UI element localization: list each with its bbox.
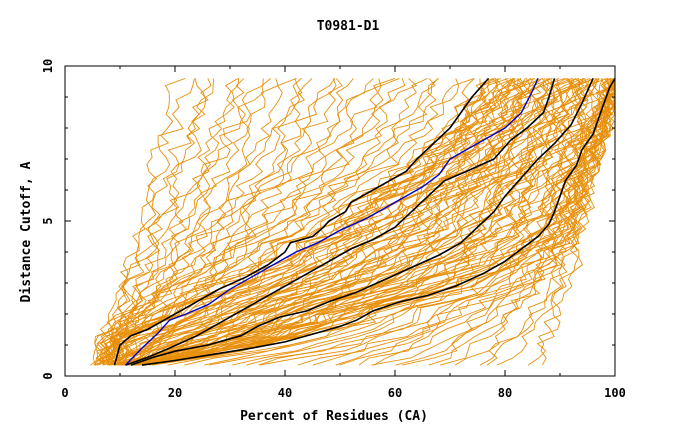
background-model-line — [109, 78, 374, 366]
background-model-line — [94, 78, 196, 366]
background-model-line — [121, 78, 490, 366]
background-model-line — [395, 78, 616, 366]
y-tick-label: 5 — [41, 217, 55, 224]
background-model-line — [106, 78, 215, 366]
background-model-line — [486, 78, 616, 366]
background-model-line — [139, 78, 574, 366]
x-tick-label: 40 — [278, 386, 292, 400]
background-model-line — [124, 78, 525, 366]
background-model-line — [95, 78, 354, 366]
background-model-line — [139, 77, 566, 366]
background-model-line — [258, 78, 616, 366]
background-model-line — [104, 78, 406, 366]
background-model-line — [184, 78, 614, 366]
reference-line — [141, 77, 616, 366]
background-model-line — [93, 77, 297, 366]
background-model-line — [100, 78, 212, 366]
background-model-line — [428, 78, 616, 366]
background-model-line — [95, 78, 246, 366]
background-model-line — [136, 78, 577, 366]
background-model-line — [144, 78, 591, 366]
x-tick-label: 20 — [168, 386, 182, 400]
background-model-line — [373, 78, 616, 366]
background-model-line — [109, 78, 498, 366]
background-model-line — [117, 78, 439, 366]
background-model-line — [102, 78, 313, 366]
background-model-line — [92, 78, 264, 366]
background-model-line — [100, 77, 186, 366]
background-model-line — [105, 78, 279, 366]
background-model-line — [120, 78, 522, 366]
reference-line — [125, 78, 556, 366]
x-tick-label: 0 — [61, 386, 68, 400]
background-model-line — [117, 78, 496, 366]
y-axis-label: Distance Cutoff, A — [19, 161, 34, 302]
background-model-line — [90, 78, 239, 366]
y-axis-ticks: 0 5 10 — [41, 59, 615, 380]
background-model-line — [538, 78, 616, 366]
background-model-line — [123, 78, 574, 366]
background-model-line — [100, 78, 303, 366]
x-tick-label: 80 — [498, 386, 512, 400]
x-tick-label: 60 — [388, 386, 402, 400]
background-model-line — [107, 78, 240, 366]
highlight-line-group — [124, 78, 539, 366]
background-model-line — [117, 77, 543, 366]
background-model-line — [110, 77, 396, 366]
x-axis-ticks: 0 20 40 60 80 100 — [61, 66, 626, 400]
background-model-line — [496, 78, 616, 366]
background-model-line — [117, 78, 523, 366]
reference-line — [130, 78, 594, 366]
background-model-line — [128, 77, 553, 366]
x-tick-label: 100 — [604, 386, 626, 400]
background-model-line — [96, 78, 343, 366]
y-tick-label: 10 — [41, 59, 55, 73]
reference-line — [113, 77, 490, 366]
background-model-line — [116, 78, 503, 366]
background-model-line — [99, 78, 336, 366]
background-model-line — [134, 78, 553, 366]
y-tick-label: 0 — [41, 372, 55, 379]
background-model-line — [135, 78, 601, 366]
background-model-line — [136, 77, 595, 366]
chart-title: T0981-D1 — [317, 19, 380, 34]
background-model-line — [94, 78, 207, 366]
reference-lines — [113, 77, 616, 366]
background-model-line — [120, 78, 460, 366]
background-model-line — [102, 77, 400, 366]
background-model-line — [95, 78, 337, 366]
background-model-line — [127, 78, 532, 366]
background-model-line — [120, 78, 551, 366]
background-model-lines — [90, 77, 616, 366]
x-axis-label: Percent of Residues (CA) — [240, 409, 428, 424]
background-model-line — [102, 77, 428, 366]
background-model-line — [131, 78, 604, 366]
background-model-line — [113, 78, 532, 366]
background-model-line — [126, 78, 551, 366]
background-model-line — [97, 78, 382, 366]
background-model-line — [104, 78, 418, 366]
background-model-line — [106, 77, 501, 366]
highlight-line — [124, 78, 539, 366]
background-model-line — [107, 78, 515, 366]
background-model-line — [120, 78, 525, 366]
background-model-line — [246, 78, 612, 366]
